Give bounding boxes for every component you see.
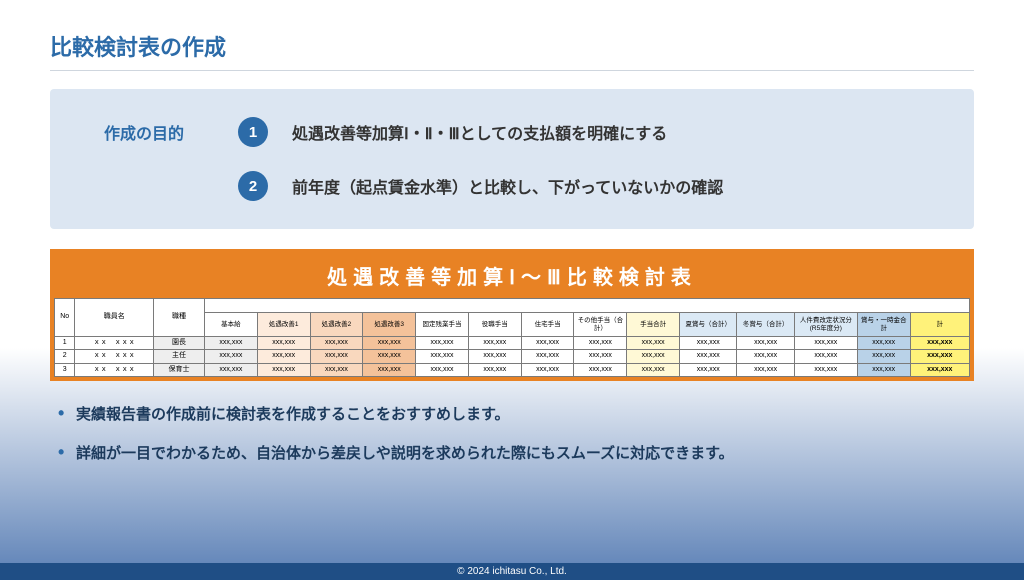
number-circle-2: 2: [238, 171, 268, 201]
table-header: 計: [910, 313, 969, 337]
table-cell: xxx,xxx: [416, 337, 469, 350]
table-cell: xxx,xxx: [468, 350, 521, 363]
table-cell: xxx,xxx: [310, 363, 363, 376]
table-cell: xxx,xxx: [205, 363, 258, 376]
table-header-group: [205, 299, 970, 313]
table-header: 職種: [154, 299, 205, 337]
table-header: 固定残業手当: [416, 313, 469, 337]
purpose-row: 2 前年度（起点賃金水準）と比較し、下がっていないかの確認: [74, 171, 950, 201]
table-header: 処遇改善3: [363, 313, 416, 337]
table-cell: xxx,xxx: [857, 337, 910, 350]
table-cell: xxx,xxx: [737, 363, 794, 376]
table-cell: xxx,xxx: [794, 363, 857, 376]
table-header: 賞与・一時金合計: [857, 313, 910, 337]
footer-copyright: © 2024 ichitasu Co., Ltd.: [0, 563, 1024, 580]
table-title: 処遇改善等加算Ⅰ～Ⅲ比較検討表: [54, 253, 970, 298]
table-row: 1ｘｘ ｘｘｘ園長xxx,xxxxxx,xxxxxx,xxxxxx,xxxxxx…: [55, 337, 970, 350]
table-header: 人件費改定状況分(R5年度分): [794, 313, 857, 337]
purpose-text-1: 処遇改善等加算Ⅰ・Ⅱ・Ⅲとしての支払額を明確にする: [292, 120, 667, 144]
table-cell: xxx,xxx: [416, 363, 469, 376]
table-cell: xxx,xxx: [521, 337, 574, 350]
table-cell: xxx,xxx: [310, 350, 363, 363]
table-cell: xxx,xxx: [627, 350, 680, 363]
table-header: 処遇改善1: [257, 313, 310, 337]
table-cell: xxx,xxx: [257, 350, 310, 363]
comparison-table: No職員名職種 基本給処遇改善1処遇改善2処遇改善3固定残業手当役職手当住宅手当…: [54, 298, 970, 377]
number-circle-1: 1: [238, 117, 268, 147]
table-cell: xxx,xxx: [627, 363, 680, 376]
table-cell: xxx,xxx: [363, 337, 416, 350]
bullet-item: 実績報告書の作成前に検討表を作成することをおすすめします。: [58, 403, 974, 424]
purpose-box: 作成の目的 1 処遇改善等加算Ⅰ・Ⅱ・Ⅲとしての支払額を明確にする 2 前年度（…: [50, 89, 974, 229]
table-header: 夏賞与（合計）: [680, 313, 737, 337]
table-cell: xxx,xxx: [310, 337, 363, 350]
table-cell: xxx,xxx: [627, 337, 680, 350]
table-cell: xxx,xxx: [680, 350, 737, 363]
table-cell: xxx,xxx: [574, 363, 627, 376]
table-cell: xxx,xxx: [574, 350, 627, 363]
table-cell: xxx,xxx: [257, 363, 310, 376]
table-cell: xxx,xxx: [363, 363, 416, 376]
slide: 比較検討表の作成 作成の目的 1 処遇改善等加算Ⅰ・Ⅱ・Ⅲとしての支払額を明確に…: [0, 0, 1024, 580]
comparison-table-wrap: 処遇改善等加算Ⅰ～Ⅲ比較検討表 No職員名職種 基本給処遇改善1処遇改善2処遇改…: [50, 249, 974, 381]
table-row: 2ｘｘ ｘｘｘ主任xxx,xxxxxx,xxxxxx,xxxxxx,xxxxxx…: [55, 350, 970, 363]
table-cell: xxx,xxx: [468, 363, 521, 376]
table-cell: xxx,xxx: [205, 350, 258, 363]
table-header: 基本給: [205, 313, 258, 337]
table-header: No: [55, 299, 75, 337]
table-cell: xxx,xxx: [737, 337, 794, 350]
bullet-list: 実績報告書の作成前に検討表を作成することをおすすめします。 詳細が一目でわかるた…: [50, 403, 974, 463]
table-cell: xxx,xxx: [363, 350, 416, 363]
purpose-text-2: 前年度（起点賃金水準）と比較し、下がっていないかの確認: [292, 174, 723, 198]
table-cell: xxx,xxx: [857, 363, 910, 376]
table-header: 手当合計: [627, 313, 680, 337]
table-header: 職員名: [75, 299, 154, 337]
bullet-item: 詳細が一目でわかるため、自治体から差戻しや説明を求められた際にもスムーズに対応で…: [58, 442, 974, 463]
table-cell: xxx,xxx: [468, 337, 521, 350]
table-cell: xxx,xxx: [680, 337, 737, 350]
table-cell: xxx,xxx: [416, 350, 469, 363]
table-cell: xxx,xxx: [857, 350, 910, 363]
table-cell: xxx,xxx: [910, 337, 969, 350]
table-cell: xxx,xxx: [205, 337, 258, 350]
table-cell: xxx,xxx: [910, 363, 969, 376]
table-cell: xxx,xxx: [680, 363, 737, 376]
page-title: 比較検討表の作成: [50, 30, 974, 71]
table-cell: xxx,xxx: [257, 337, 310, 350]
table-cell: xxx,xxx: [910, 350, 969, 363]
purpose-row: 作成の目的 1 処遇改善等加算Ⅰ・Ⅱ・Ⅲとしての支払額を明確にする: [74, 117, 950, 147]
purpose-label: 作成の目的: [74, 120, 214, 144]
table-header: 処遇改善2: [310, 313, 363, 337]
table-cell: xxx,xxx: [574, 337, 627, 350]
table-header: 役職手当: [468, 313, 521, 337]
table-cell: xxx,xxx: [794, 350, 857, 363]
table-row: 3ｘｘ ｘｘｘ保育士xxx,xxxxxx,xxxxxx,xxxxxx,xxxxx…: [55, 363, 970, 376]
table-cell: xxx,xxx: [521, 363, 574, 376]
table-header: 冬賞与（合計）: [737, 313, 794, 337]
table-cell: xxx,xxx: [737, 350, 794, 363]
table-header: その他手当（合計）: [574, 313, 627, 337]
table-header: 住宅手当: [521, 313, 574, 337]
table-cell: xxx,xxx: [521, 350, 574, 363]
table-cell: xxx,xxx: [794, 337, 857, 350]
